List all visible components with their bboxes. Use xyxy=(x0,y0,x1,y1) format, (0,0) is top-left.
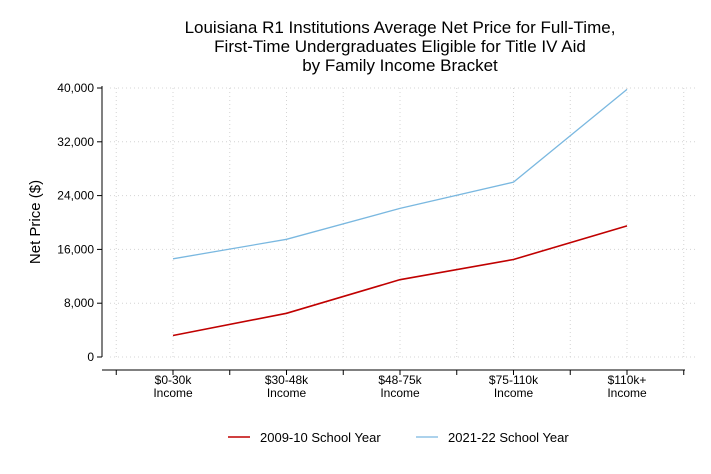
y-axis-title: Net Price ($) xyxy=(27,180,44,264)
title-line-1: Louisiana R1 Institutions Average Net Pr… xyxy=(185,18,616,37)
x-tick-label: Income xyxy=(267,386,307,400)
title-line-3: by Family Income Bracket xyxy=(302,56,498,75)
y-tick-label: 32,000 xyxy=(57,135,94,149)
x-tick-label: Income xyxy=(494,386,534,400)
y-tick-label: 16,000 xyxy=(57,242,94,256)
x-tick-label: $30-48k xyxy=(265,373,309,387)
x-tick-label: $0-30k xyxy=(155,373,193,387)
legend-label-1: 2009-10 School Year xyxy=(260,430,381,445)
chart-title: Louisiana R1 Institutions Average Net Pr… xyxy=(185,18,616,75)
series-line-2 xyxy=(172,88,628,260)
y-tick-label: 24,000 xyxy=(57,189,94,203)
x-tick-label: $75-110k xyxy=(489,373,539,387)
y-tick-label: 0 xyxy=(87,350,94,364)
x-tick-label: Income xyxy=(380,386,420,400)
title-line-2: First-Time Undergraduates Eligible for T… xyxy=(214,37,586,56)
axis-layer: 08,00016,00024,00032,00040,000$0-30kInco… xyxy=(57,81,685,400)
x-tick-label: Income xyxy=(607,386,647,400)
y-tick-label: 40,000 xyxy=(57,81,94,95)
x-tick-label: $110k+ xyxy=(608,373,647,387)
x-tick-label: Income xyxy=(153,386,193,400)
y-tick-label: 8,000 xyxy=(64,296,94,310)
legend: 2009-10 School Year 2021-22 School Year xyxy=(228,430,569,445)
grid-layer xyxy=(110,87,695,358)
legend-label-2: 2021-22 School Year xyxy=(448,430,569,445)
x-tick-label: $48-75k xyxy=(378,373,422,387)
series-layer xyxy=(172,88,628,337)
